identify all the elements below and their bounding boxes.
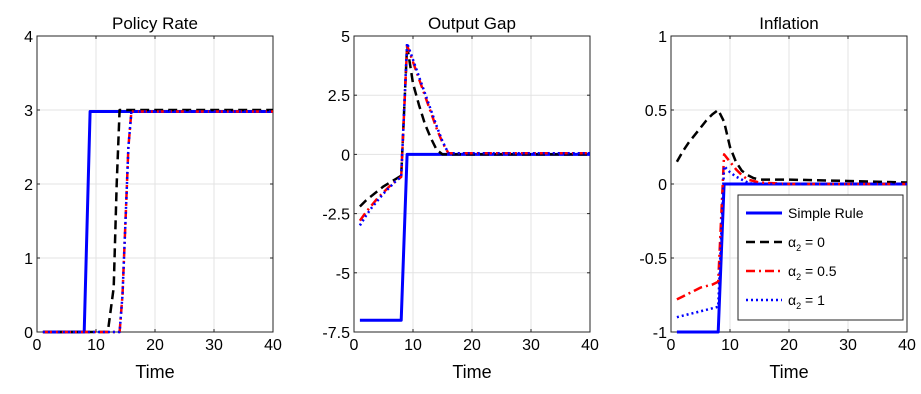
series-line-a1 <box>676 164 907 319</box>
y-tick-label: -0.5 <box>639 251 667 268</box>
panel-0: 0 10 20 30 40 0 1 2 3 4 Policy Rate Time <box>24 14 282 382</box>
x-axis-label: Time <box>135 362 174 382</box>
x-tick-label: 30 <box>205 337 223 354</box>
series-line-a0 <box>42 108 273 334</box>
x-tick-label: 20 <box>146 337 164 354</box>
x-axis-label: Time <box>769 362 808 382</box>
series-line-a05 <box>676 153 907 301</box>
series-line-a0 <box>675 108 907 184</box>
y-tick-label: 2 <box>24 177 33 194</box>
y-tick-label: 0 <box>341 147 350 164</box>
chart-title: Output Gap <box>428 14 516 33</box>
chart-title: Inflation <box>759 14 819 33</box>
y-tick-label: 3 <box>24 103 33 120</box>
y-tick-label: -5 <box>336 266 350 283</box>
y-tick-label: 1 <box>658 29 667 46</box>
x-tick-label: 40 <box>581 337 599 354</box>
series-line-a1 <box>358 41 590 227</box>
y-tick-label: 0.5 <box>645 103 667 120</box>
y-tick-label: -7.5 <box>322 325 350 342</box>
panel-2: 0 10 20 30 40 -1 -0.5 0 0.5 1 Inflation Time <box>639 14 916 382</box>
y-tick-label: 0 <box>24 325 33 342</box>
x-tick-label: 30 <box>522 337 540 354</box>
x-tick-label: 40 <box>264 337 282 354</box>
legend-label-simple: Simple Rule <box>788 205 864 221</box>
x-tick-label: 10 <box>721 337 739 354</box>
x-tick-label: 0 <box>667 337 676 354</box>
legend-label-a0: α2 = 0 <box>788 234 825 253</box>
x-tick-label: 10 <box>87 337 105 354</box>
x-tick-label: 10 <box>404 337 422 354</box>
x-tick-label: 20 <box>780 337 798 354</box>
x-tick-label: 20 <box>463 337 481 354</box>
y-tick-label: -1 <box>653 325 667 342</box>
x-tick-label: 0 <box>33 337 42 354</box>
y-tick-label: 4 <box>24 29 33 46</box>
legend-box <box>737 194 904 321</box>
legend-label-a05: α2 = 0.5 <box>788 263 837 282</box>
y-tick-label: 5 <box>341 29 350 46</box>
x-tick-label: 0 <box>350 337 359 354</box>
y-tick-label: 1 <box>24 251 33 268</box>
panel-1: 0 10 20 30 40 -7.5 -5 -2.5 0 2.5 5 Output Gap Time <box>322 14 599 382</box>
x-tick-label: 40 <box>898 337 916 354</box>
series-line-a1 <box>42 110 273 334</box>
x-tick-label: 30 <box>839 337 857 354</box>
y-tick-label: 2.5 <box>328 88 350 105</box>
chart-title: Policy Rate <box>112 14 198 33</box>
legend: Simple Rule α2 = 0 α2 = 0.5 α2 = 1 <box>737 194 904 321</box>
legend-label-a1: α2 = 1 <box>788 292 825 311</box>
y-tick-label: 0 <box>658 177 667 194</box>
x-axis-label: Time <box>452 362 491 382</box>
y-tick-label: -2.5 <box>322 207 350 224</box>
